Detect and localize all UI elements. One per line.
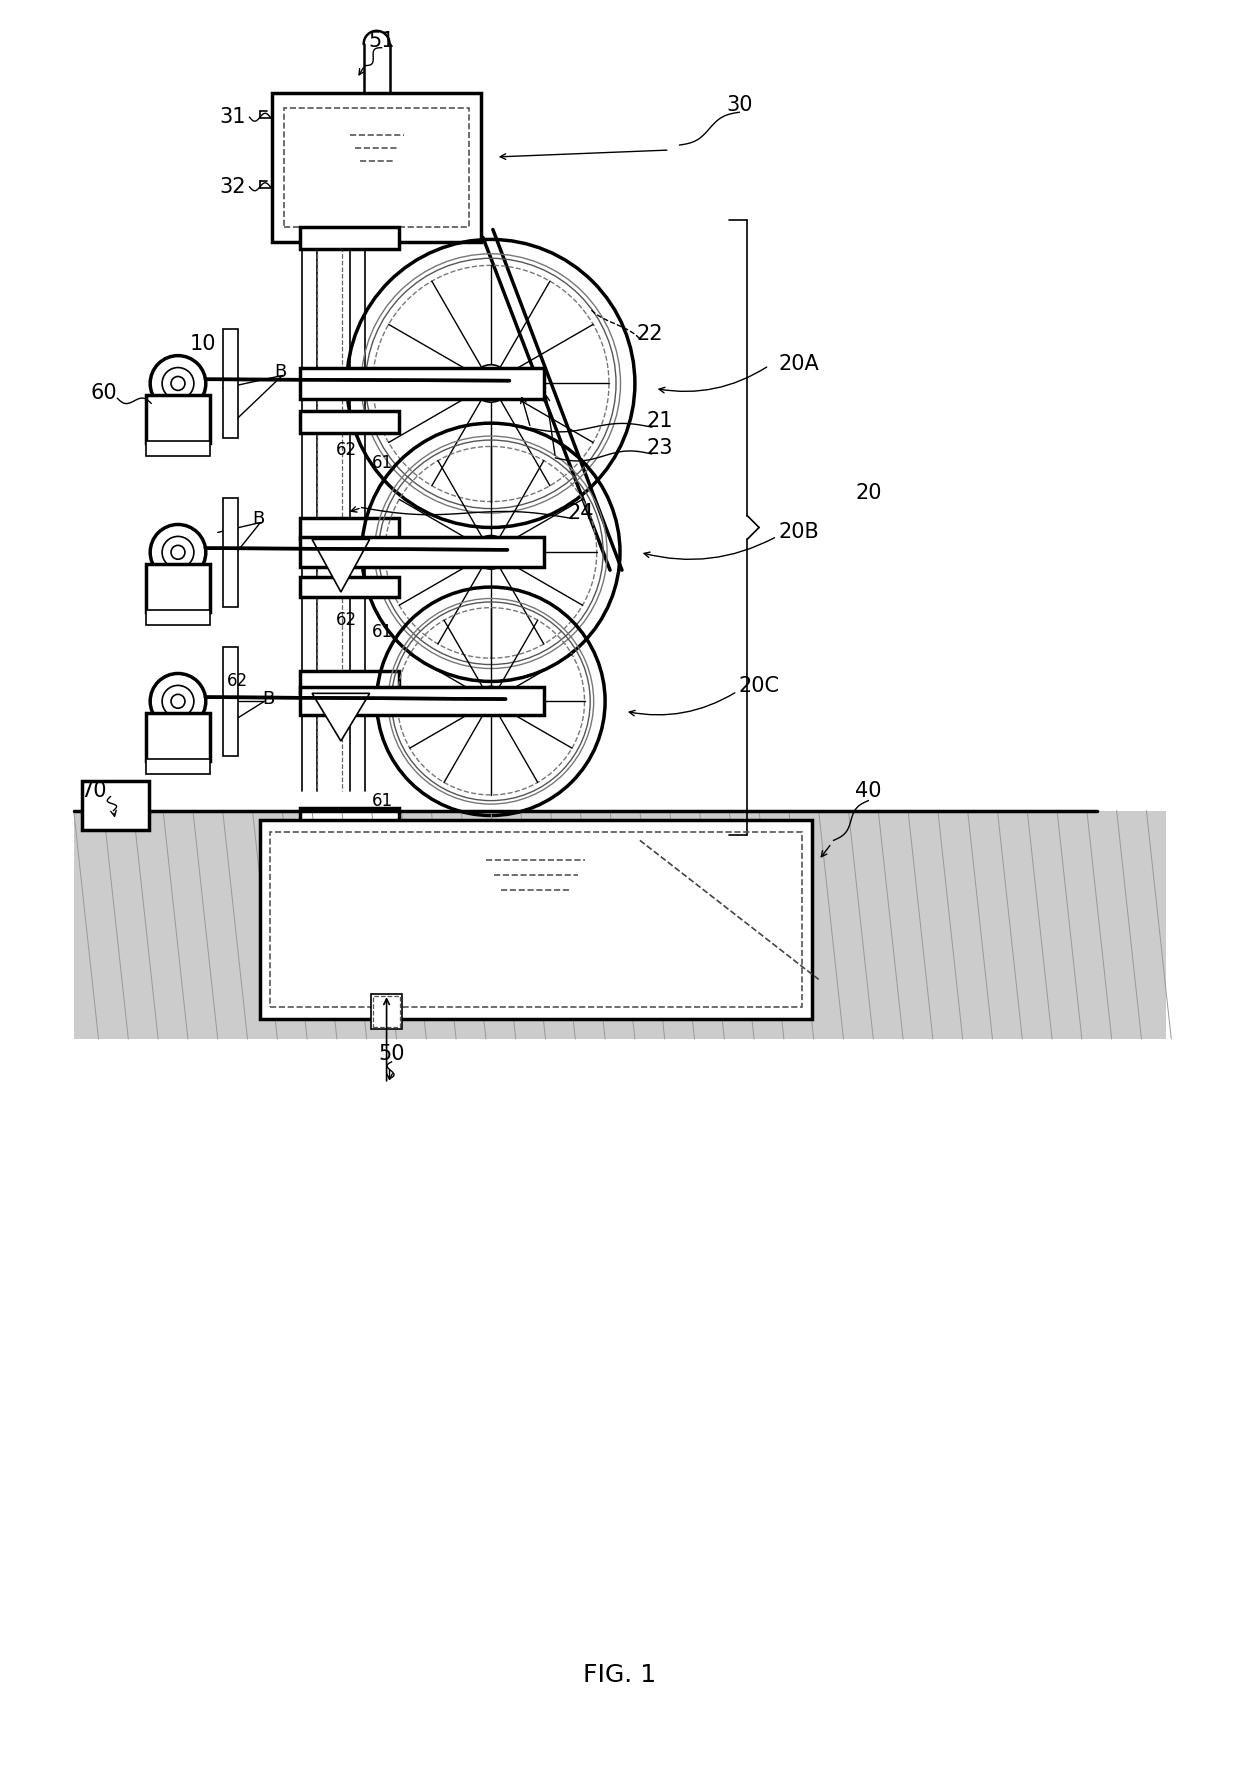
Bar (146, 441, 210, 457)
Text: 51: 51 (368, 30, 394, 50)
Bar (260, 821, 812, 1019)
Bar (300, 368, 543, 400)
Circle shape (150, 524, 206, 580)
Text: 10: 10 (190, 334, 216, 353)
Text: 20C: 20C (739, 676, 780, 696)
Text: 32: 32 (219, 177, 246, 196)
Circle shape (487, 549, 494, 555)
Circle shape (487, 380, 495, 387)
Text: 62: 62 (336, 441, 357, 458)
Bar (82, 781, 149, 830)
Bar (300, 537, 543, 567)
Text: 60: 60 (91, 384, 117, 403)
Circle shape (171, 546, 185, 558)
Bar (270, 833, 802, 1008)
Text: 62: 62 (227, 673, 248, 690)
Polygon shape (312, 694, 370, 740)
Text: 20B: 20B (779, 523, 820, 542)
Text: 30: 30 (725, 95, 753, 116)
Bar (300, 808, 399, 828)
Text: 61: 61 (372, 623, 393, 640)
Bar (300, 578, 399, 598)
Text: 70: 70 (81, 781, 107, 801)
Bar (300, 687, 543, 715)
Polygon shape (312, 539, 370, 592)
Text: 20: 20 (856, 483, 882, 503)
Circle shape (162, 685, 193, 717)
Text: 40: 40 (856, 781, 882, 801)
Bar (223, 646, 238, 756)
Bar (146, 758, 210, 774)
Bar (300, 228, 399, 250)
Bar (146, 714, 210, 762)
Bar (146, 610, 210, 624)
Circle shape (171, 694, 185, 708)
Circle shape (472, 364, 510, 401)
Text: B: B (274, 362, 286, 380)
Circle shape (489, 698, 494, 705)
Text: 22: 22 (636, 323, 663, 344)
Text: 61: 61 (372, 792, 393, 810)
Text: 31: 31 (219, 107, 246, 127)
Bar (223, 328, 238, 439)
Circle shape (162, 368, 193, 400)
Bar (373, 995, 401, 1028)
Text: B: B (263, 690, 275, 708)
Bar (300, 671, 399, 694)
Bar (273, 93, 481, 243)
Text: 24: 24 (567, 503, 594, 523)
Text: 23: 23 (646, 439, 673, 458)
Text: 50: 50 (378, 1044, 404, 1063)
Circle shape (171, 376, 185, 391)
Text: B: B (253, 510, 264, 528)
Bar (371, 994, 403, 1029)
Circle shape (474, 535, 507, 569)
Bar (146, 396, 210, 442)
Circle shape (150, 355, 206, 412)
Bar (284, 109, 469, 228)
Circle shape (150, 674, 206, 730)
Bar (146, 564, 210, 612)
Text: 21: 21 (646, 410, 673, 432)
Text: FIG. 1: FIG. 1 (584, 1663, 656, 1686)
Circle shape (162, 537, 193, 567)
Text: 20A: 20A (779, 353, 820, 373)
Bar (300, 517, 399, 539)
Circle shape (476, 687, 506, 715)
Text: 61: 61 (372, 453, 393, 473)
Bar (300, 412, 399, 434)
Bar (223, 498, 238, 607)
Bar (73, 810, 1167, 1038)
Text: 62: 62 (336, 610, 357, 628)
